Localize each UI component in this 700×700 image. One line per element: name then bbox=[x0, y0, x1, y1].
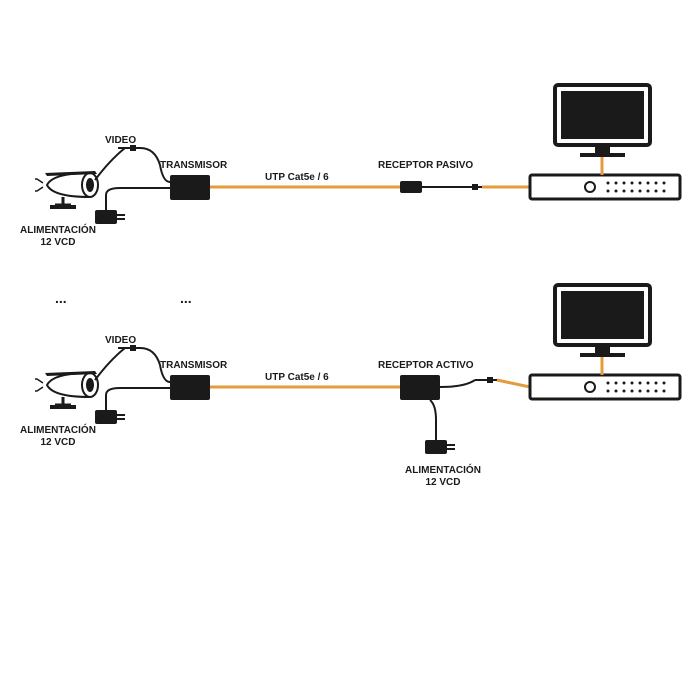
label-power-rx: ALIMENTACIÓN 12 VCD bbox=[405, 465, 481, 489]
psu-icon bbox=[95, 410, 125, 424]
ellipsis-2: ... bbox=[180, 290, 192, 306]
monitor-2 bbox=[555, 285, 650, 357]
label-tx-2: TRANSMISOR bbox=[160, 360, 227, 372]
edge-rx2-dvr bbox=[497, 380, 530, 387]
dvr-1 bbox=[530, 175, 680, 199]
receiver-passive bbox=[400, 181, 422, 193]
monitor-1 bbox=[555, 85, 650, 157]
ellipsis-1: ... bbox=[55, 290, 67, 306]
psu-icon bbox=[95, 210, 125, 224]
transmitter-2 bbox=[170, 375, 210, 400]
dvr-2 bbox=[530, 375, 680, 399]
label-video-2: VIDEO bbox=[105, 335, 136, 347]
camera-icon bbox=[35, 171, 98, 209]
label-power-1: ALIMENTACIÓN 12 VCD bbox=[20, 225, 96, 249]
label-utp-1: UTP Cat5e / 6 bbox=[265, 172, 329, 184]
label-rx-passive: RECEPTOR PASIVO bbox=[378, 160, 473, 172]
edge-power-rx2 bbox=[430, 400, 436, 440]
label-rx-active: RECEPTOR ACTIVO bbox=[378, 360, 474, 372]
transmitter-1 bbox=[170, 175, 210, 200]
edge-power-tx-1 bbox=[106, 188, 170, 210]
edge-video-1 bbox=[95, 148, 140, 180]
label-tx-1: TRANSMISOR bbox=[160, 160, 227, 172]
edge-video-2 bbox=[95, 348, 140, 380]
connector-icon bbox=[475, 377, 497, 383]
receiver-active bbox=[400, 375, 440, 400]
psu-icon bbox=[425, 440, 455, 454]
edge-power-tx-2 bbox=[106, 388, 170, 410]
edge-rx2-coax bbox=[440, 380, 475, 387]
label-utp-2: UTP Cat5e / 6 bbox=[265, 372, 329, 384]
label-power-2: ALIMENTACIÓN 12 VCD bbox=[20, 425, 96, 449]
connector-icon bbox=[460, 184, 482, 190]
camera-icon bbox=[35, 371, 98, 409]
label-video-1: VIDEO bbox=[105, 135, 136, 147]
